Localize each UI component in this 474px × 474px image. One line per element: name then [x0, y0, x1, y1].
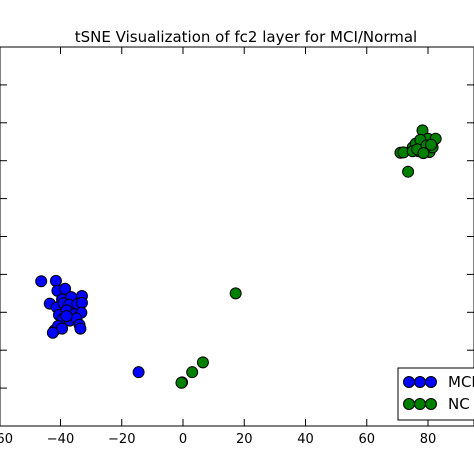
legend-marker-nc [414, 398, 426, 410]
legend-marker-mci [414, 376, 426, 388]
x-tick-label: −40 [47, 432, 74, 447]
point-mci [75, 296, 88, 309]
x-tick-label: 0 [179, 432, 187, 447]
plot-area [0, 46, 474, 427]
point-mci [132, 366, 145, 379]
point-nc [425, 138, 438, 151]
legend-marker-nc [425, 398, 437, 410]
x-tick-label: 40 [297, 432, 314, 447]
legend: MCI NC [397, 367, 474, 421]
x-tick-label: 80 [420, 432, 437, 447]
point-nc [417, 147, 430, 160]
point-nc [186, 366, 199, 379]
x-axis: −60 −40 −20 0 20 40 60 80 [0, 47, 436, 447]
point-nc [229, 287, 242, 300]
x-tick-label: 20 [236, 432, 253, 447]
point-mci [35, 275, 48, 288]
point-mci [60, 310, 73, 323]
legend-marker-nc [403, 398, 415, 410]
scatter-points [35, 124, 442, 389]
point-mci [74, 322, 87, 335]
x-tick-label: −60 [0, 432, 13, 447]
legend-label-mci: MCI [448, 373, 474, 391]
chart-title: tSNE Visualization of fc2 layer for MCI/… [75, 28, 417, 46]
point-nc [175, 376, 188, 389]
point-nc [402, 165, 415, 178]
point-nc [196, 356, 209, 369]
legend-marker-mci [403, 376, 415, 388]
x-tick-label: 60 [358, 432, 375, 447]
x-tick-label: −20 [108, 432, 135, 447]
point-mci [49, 274, 62, 287]
legend-label-nc: NC [448, 395, 470, 413]
point-mci [46, 326, 59, 339]
legend-marker-mci [425, 376, 437, 388]
